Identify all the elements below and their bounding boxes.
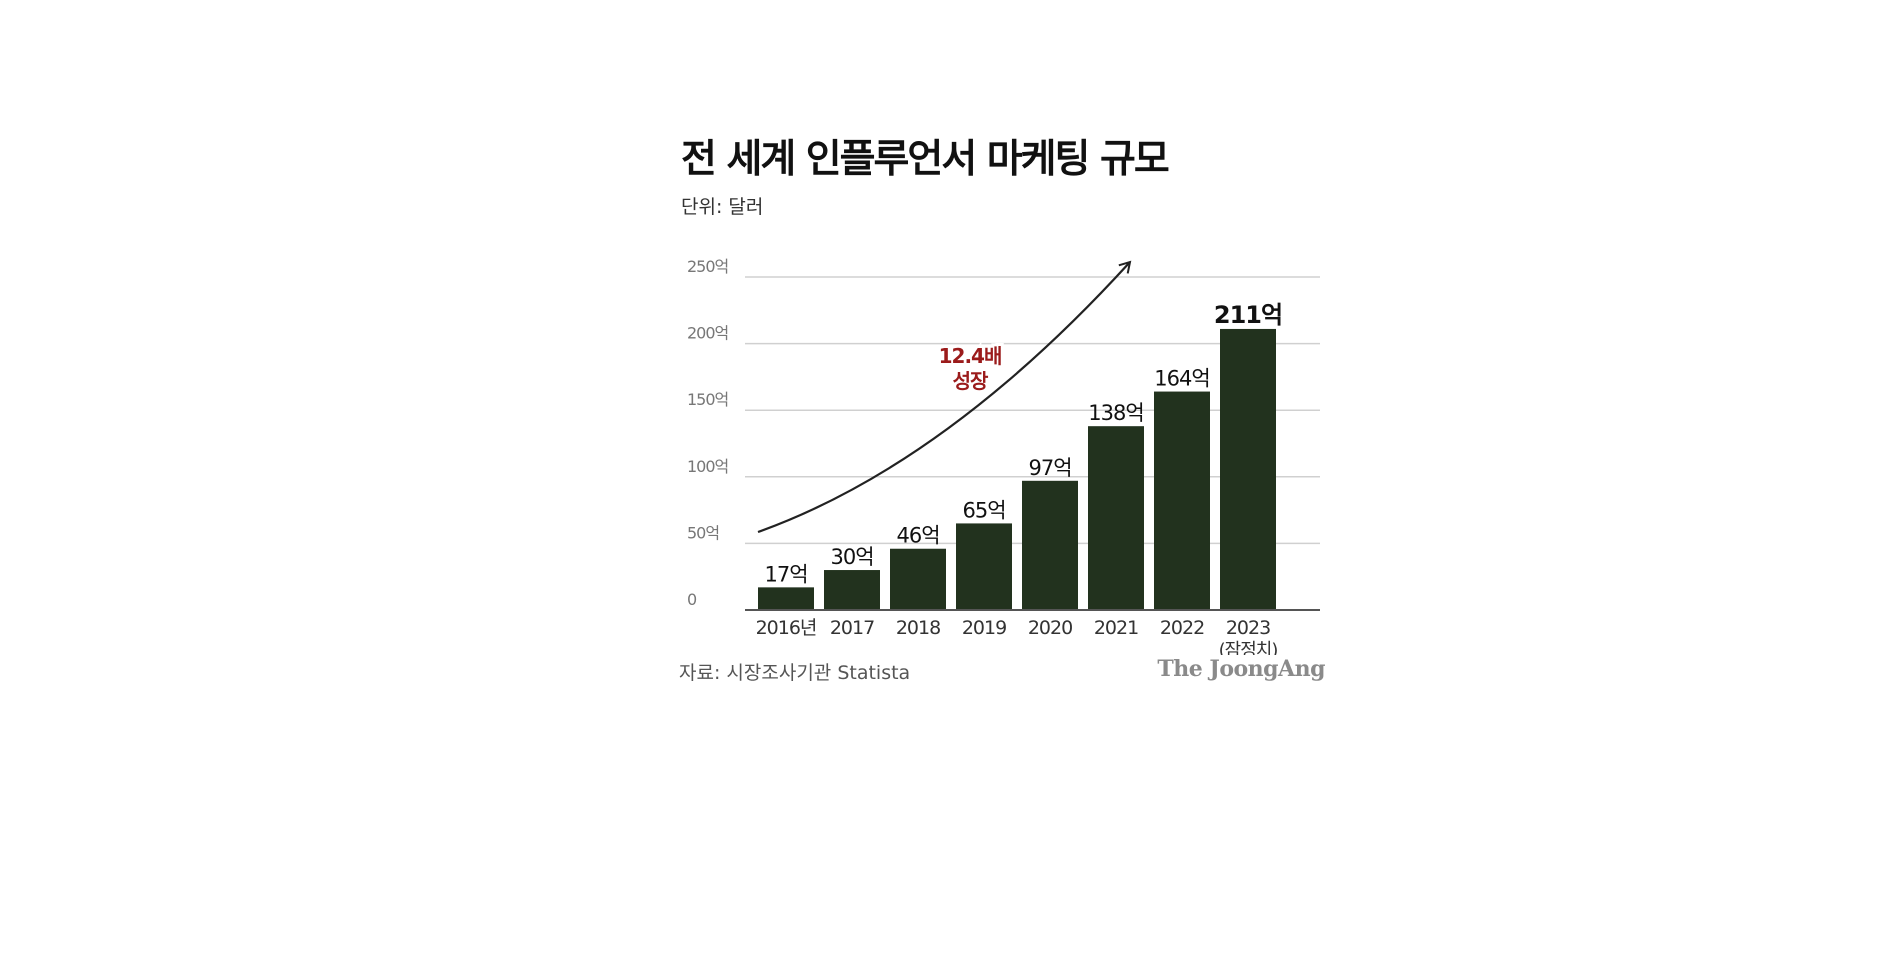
source-note: 자료: 시장조사기관 Statista (679, 662, 911, 684)
x-tick-label: 2018 (896, 617, 940, 639)
x-tick-label: 2021 (1094, 617, 1138, 639)
y-tick-label: 250억 (687, 257, 728, 276)
x-tick-label: 2023 (1226, 617, 1270, 639)
growth-arrow (757, 260, 1132, 534)
bar-value-label: 164억 (1154, 367, 1209, 391)
y-tick-label: 0 (687, 590, 697, 609)
bar-value-label: 30억 (830, 545, 873, 569)
y-tick-label: 50억 (687, 523, 719, 542)
bar (1088, 426, 1144, 610)
y-tick-label: 100억 (687, 457, 728, 476)
x-tick-label: 2019 (962, 617, 1006, 639)
x-tick-label: 2016년 (756, 617, 817, 639)
bar (824, 570, 880, 610)
bar-value-label: 46억 (896, 524, 939, 548)
x-tick-label: 2022 (1160, 617, 1204, 639)
x-tick-note: (잠정치) (1219, 640, 1278, 655)
chart-figure: 전 세계 인플루언서 마케팅 규모 단위: 달러 0 50억 100억 150억 200… (675, 120, 1335, 700)
bar-value-label: 97억 (1028, 456, 1071, 480)
bar-chart: 0 50억 100억 150억 200억 250억 17억 2016년 30억 2017 46억 20… (687, 257, 1320, 655)
unit-label: 단위: 달러 (681, 196, 764, 218)
bar (758, 587, 814, 610)
bar-value-label: 211억 (1214, 301, 1282, 329)
publisher-logo: The JoongAng (1157, 656, 1325, 682)
y-tick-label: 200억 (687, 324, 728, 343)
bar-value-label: 138억 (1088, 401, 1143, 425)
bar (1154, 391, 1210, 610)
bar (956, 523, 1012, 610)
chart-title: 전 세계 인플루언서 마케팅 규모 (681, 137, 1170, 182)
growth-annotation: 성장 (953, 369, 989, 393)
bar (1220, 328, 1276, 610)
y-tick-label: 150억 (687, 390, 728, 409)
x-tick-label: 2020 (1028, 617, 1072, 639)
bar (890, 548, 946, 610)
bar-value-label: 17억 (764, 562, 807, 586)
x-tick-label: 2017 (830, 617, 874, 639)
bar (1022, 480, 1078, 610)
growth-annotation: 12.4배 (939, 344, 1002, 368)
bar-value-label: 65억 (962, 498, 1005, 522)
